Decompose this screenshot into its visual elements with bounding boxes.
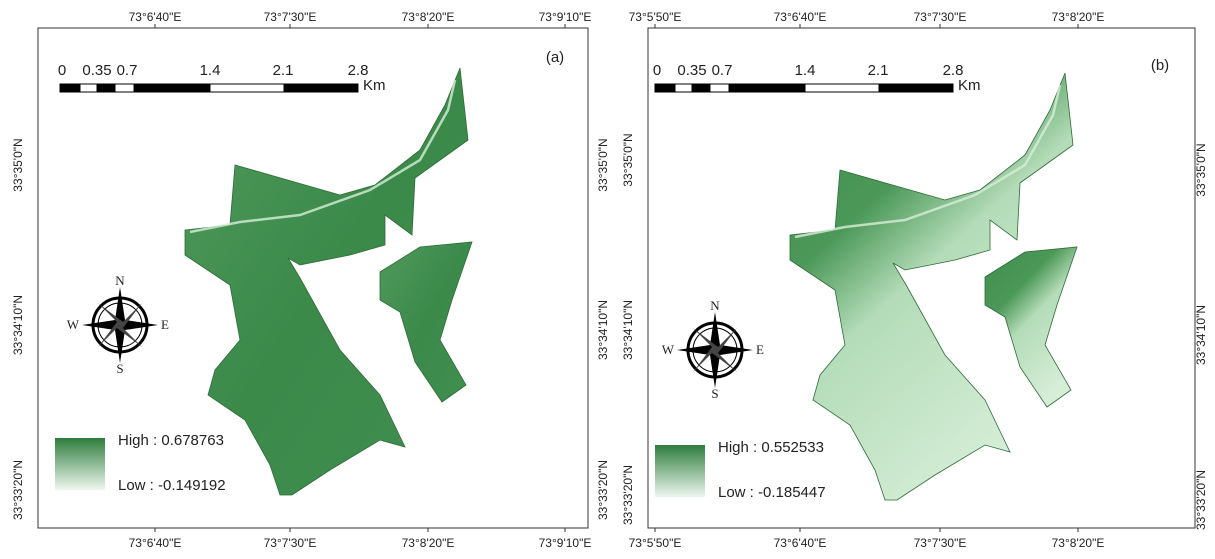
lat-label: 33°35'0"N <box>11 138 25 191</box>
scale-segment <box>675 84 692 92</box>
scale-segment <box>655 84 675 92</box>
map-panel: 73°6'40"E 73°7'30"E 73°8'20"E 73°9'10"E 73°6… <box>11 10 610 550</box>
lat-label: 33°34'10"N <box>1194 305 1208 365</box>
scale-label: 1.4 <box>795 62 816 79</box>
lon-label: 73°7'30"E <box>914 536 967 550</box>
scale-label: 0 <box>58 62 66 79</box>
figure: 73°6'40"E 73°7'30"E 73°8'20"E 73°9'10"E 73°6… <box>0 0 1215 559</box>
lon-label: 73°5'50"E <box>629 10 682 24</box>
lat-label: 33°34'10"N <box>621 300 635 360</box>
lat-label: 33°33'20"N <box>596 460 610 520</box>
legend-high: High : 0.678763 <box>118 432 224 449</box>
legend-low: Low : -0.149192 <box>118 477 226 494</box>
lon-label: 73°7'30"E <box>914 10 967 24</box>
scale-segment <box>284 84 358 92</box>
panel-label: (b) <box>1151 57 1169 74</box>
lon-label: 73°8'20"E <box>402 536 455 550</box>
map-panel: 73°5'50"E 73°6'40"E 73°7'30"E 73°8'20"E 73°5… <box>621 10 1208 550</box>
compass-letter: E <box>161 317 169 332</box>
scale-segment <box>97 84 115 92</box>
lat-label: 33°34'10"N <box>11 295 25 355</box>
scale-label: 0.7 <box>117 62 138 79</box>
scale-label: 0 <box>653 62 661 79</box>
lat-label: 33°33'20"N <box>11 460 25 520</box>
scale-label: 1.4 <box>200 62 221 79</box>
lon-label: 73°7'30"E <box>264 536 317 550</box>
legend-ramp <box>655 445 705 497</box>
lon-label: 73°5'50"E <box>629 536 682 550</box>
panel-label: (a) <box>546 49 564 66</box>
lat-label: 33°35'0"N <box>1194 143 1208 196</box>
lon-label: 73°6'40"E <box>774 10 827 24</box>
scale-segment <box>210 84 284 92</box>
scale-segment <box>80 84 97 92</box>
lon-label: 73°6'40"E <box>129 10 182 24</box>
compass-letter: E <box>756 342 764 357</box>
compass-letter: W <box>662 342 675 357</box>
scale-segment <box>805 84 879 92</box>
lon-label: 73°8'20"E <box>1052 536 1105 550</box>
scale-segment <box>60 84 80 92</box>
lon-label: 73°9'10"E <box>539 10 592 24</box>
compass-letter: N <box>710 298 720 313</box>
study-area <box>380 242 472 402</box>
lon-label: 73°7'30"E <box>264 10 317 24</box>
lon-label: 73°8'20"E <box>1052 10 1105 24</box>
scale-segment <box>710 84 729 92</box>
compass-letter: S <box>116 361 123 376</box>
scale-label: 0.7 <box>712 62 733 79</box>
scale-segment <box>729 84 805 92</box>
study-area <box>985 247 1077 407</box>
compass-letter: N <box>115 273 125 288</box>
lon-label: 73°6'40"E <box>129 536 182 550</box>
lat-label: 33°33'20"N <box>1194 470 1208 530</box>
scale-segment <box>879 84 953 92</box>
legend-ramp <box>55 438 105 490</box>
lat-label: 33°35'0"N <box>621 133 635 186</box>
compass-letter: S <box>711 386 718 401</box>
lat-label: 33°34'10"N <box>596 300 610 360</box>
lon-label: 73°8'20"E <box>402 10 455 24</box>
legend-low: Low : -0.185447 <box>718 484 826 501</box>
scale-label: 2.1 <box>868 62 889 79</box>
scale-label: 0.35 <box>677 62 706 79</box>
lat-label: 33°33'20"N <box>621 465 635 525</box>
legend-high: High : 0.552533 <box>718 439 824 456</box>
scale-unit: Km <box>363 77 386 94</box>
lon-label: 73°9'10"E <box>539 536 592 550</box>
scale-label: 2.1 <box>273 62 294 79</box>
scale-unit: Km <box>958 77 981 94</box>
lon-label: 73°6'40"E <box>774 536 827 550</box>
scale-segment <box>115 84 134 92</box>
scale-segment <box>692 84 710 92</box>
lat-label: 33°35'0"N <box>596 138 610 191</box>
scale-segment <box>134 84 210 92</box>
scale-label: 0.35 <box>82 62 111 79</box>
compass-letter: W <box>67 317 80 332</box>
